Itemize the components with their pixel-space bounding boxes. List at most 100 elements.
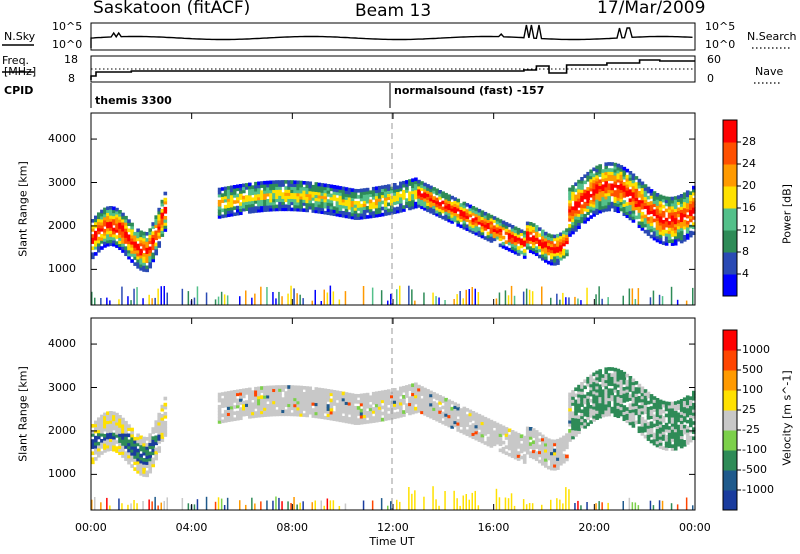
velocity-cell [652,396,657,400]
velocity-ground-cell [471,492,473,510]
velocity-cell [574,393,578,398]
power-cell [610,201,615,206]
power-cell [604,208,609,212]
power-cell [290,183,294,187]
velocity-cell [100,417,104,422]
power-cell [613,171,618,176]
power-cell [685,226,690,231]
power-cell [148,255,153,260]
power-cell [682,238,687,242]
velocity-cell [441,414,445,419]
power-cell [296,180,301,185]
velocity-cell [338,403,343,407]
power-cell [103,244,107,248]
velocity-cell [305,395,310,400]
power-cell [347,193,352,198]
power-cell [278,195,282,200]
power-cell [263,196,267,200]
power-cell [266,186,270,191]
power-cell [553,258,557,263]
velocity-cell [568,419,572,424]
power-cell [272,201,276,206]
power-cell [673,196,678,200]
power-cell [444,214,448,218]
velocity-ground-cell [468,499,470,510]
power-cell [625,193,630,197]
power-cell [374,195,379,200]
power-cell [516,246,521,250]
velocity-cell [435,405,439,410]
velocity-cell [477,413,482,418]
velocity-cell [94,457,98,461]
velocity-cell [474,421,479,426]
velocity-cell [323,409,328,414]
power-cell [595,180,599,185]
power-cell [495,235,500,240]
power-cell [293,189,297,194]
power-ground-cell [580,300,582,305]
velocity-cell [160,432,165,436]
power-cell [314,194,319,199]
power-cell [634,188,639,192]
velocity-cell [220,419,225,424]
velocity-cell [112,432,116,437]
power-cell [538,233,542,238]
power-cell [483,214,488,219]
power-cell [577,191,581,196]
velocity-cell [679,417,684,421]
power-cell [670,233,675,237]
velocity-cell [685,413,690,418]
velocity-cell [631,405,636,410]
power-cell [571,224,575,229]
velocity-cell [480,418,485,423]
velocity-cell [311,399,316,403]
velocity-cell [613,389,618,393]
velocity-cell [541,452,545,457]
velocity-cell [577,384,581,389]
power-cell [628,192,633,196]
power-cell [525,242,530,247]
power-cell [607,186,612,191]
power-cell [676,195,681,199]
power-cell [583,192,587,197]
power-cell [652,212,657,217]
velocity-cell [685,419,690,424]
power-cell [574,225,578,229]
power-cell [223,204,228,209]
power-cell [619,195,624,200]
velocity-cell [368,395,373,400]
power-cell [417,179,421,184]
power-cell [634,194,639,199]
power-cell [106,227,110,232]
power-cell [682,195,687,200]
power-cell [646,204,651,209]
power-cell [685,220,690,225]
power-cell [136,255,140,260]
power-cell [465,203,470,207]
power-cell [571,230,575,235]
velocity-cell [429,402,433,407]
velocity-cell [142,470,146,474]
velocity-cell [435,402,439,407]
power-cell [97,248,101,253]
power-cell [619,177,624,181]
power-cell [652,236,657,241]
power-cell [365,215,370,219]
velocity-cell [229,402,234,407]
power-cell [356,207,361,211]
power-cell [317,188,322,193]
velocity-cell [595,413,599,417]
power-colorbar-swatch [723,252,737,275]
velocity-cell [616,374,621,379]
velocity-cell [429,396,433,401]
velocity-cell [492,436,497,441]
velocity-cell [399,401,403,406]
velocity-cell [103,421,107,426]
power-cell [568,208,572,213]
velocity-cell [622,411,627,415]
velocity-cell [673,410,678,415]
velocity-colorbar-swatch [723,430,737,451]
power-cell [559,235,563,240]
freq-label: Freq. [2,54,30,67]
power-cell [426,202,430,207]
